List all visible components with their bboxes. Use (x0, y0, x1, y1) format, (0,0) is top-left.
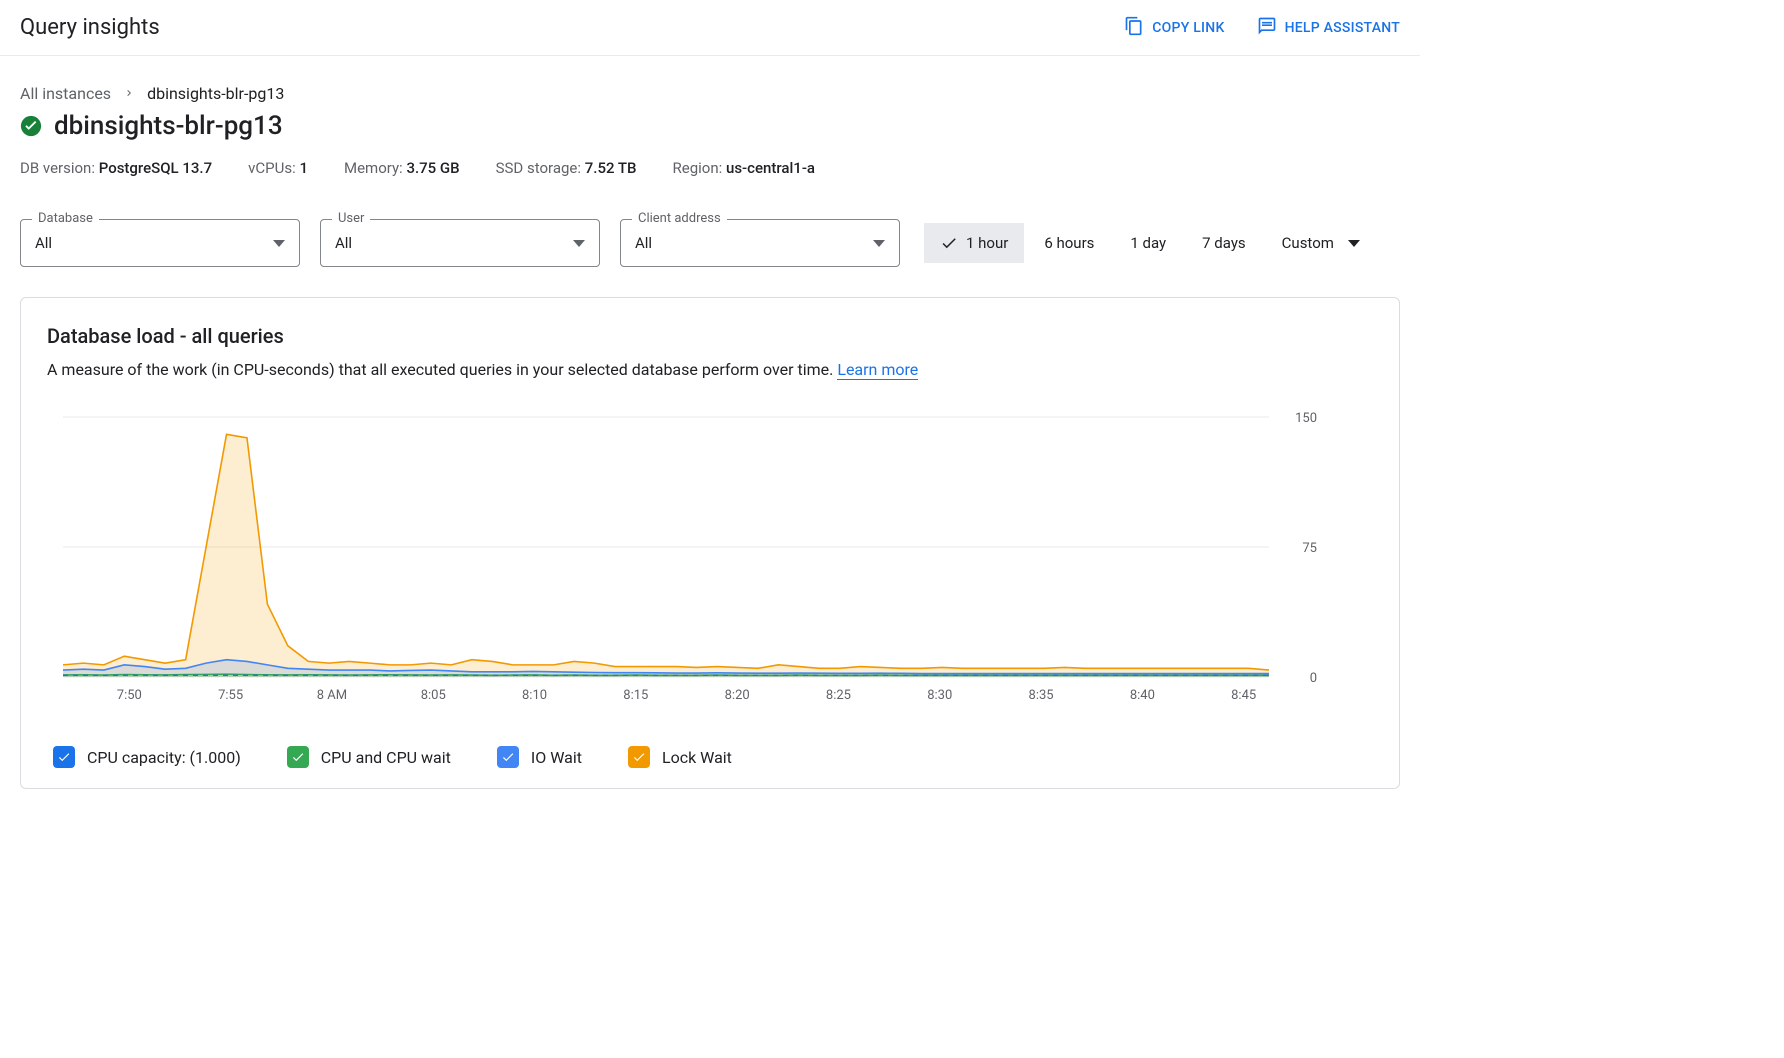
legend-item-lock_wait[interactable]: Lock Wait (628, 746, 732, 768)
meta-storage: SSD storage: 7.52 TB (496, 159, 637, 177)
chevron-right-icon (123, 84, 135, 103)
copy-link-button[interactable]: COPY LINK (1124, 16, 1224, 40)
header: Query insights COPY LINK HELP ASSISTANT (0, 0, 1420, 56)
legend-item-cpu_capacity[interactable]: CPU capacity: (1.000) (53, 746, 241, 768)
time-range-custom[interactable]: Custom (1266, 223, 1376, 263)
legend-swatch (497, 746, 519, 768)
instance-meta: DB version: PostgreSQL 13.7 vCPUs: 1 Mem… (20, 159, 1400, 177)
legend-item-io_wait[interactable]: IO Wait (497, 746, 582, 768)
page-title: Query insights (20, 15, 160, 40)
time-range-1day[interactable]: 1 day (1114, 223, 1182, 263)
user-select[interactable]: All (320, 219, 600, 267)
caret-down-icon (573, 240, 585, 247)
svg-text:7:55: 7:55 (218, 688, 243, 703)
svg-text:8:10: 8:10 (522, 688, 547, 703)
user-filter-label: User (332, 211, 370, 226)
database-filter: Database All (20, 219, 300, 267)
legend-item-cpu_wait[interactable]: CPU and CPU wait (287, 746, 451, 768)
card-subtitle: A measure of the work (in CPU-seconds) t… (47, 360, 1373, 379)
svg-text:8:35: 8:35 (1029, 688, 1054, 703)
svg-text:0: 0 (1310, 671, 1317, 686)
legend-label: Lock Wait (662, 748, 732, 767)
caret-down-icon (1348, 240, 1360, 247)
time-range-1hour[interactable]: 1 hour (924, 223, 1024, 263)
user-filter: User All (320, 219, 600, 267)
time-range-toggle: 1 hour 6 hours 1 day 7 days Custom (924, 223, 1376, 263)
legend-label: CPU and CPU wait (321, 748, 451, 767)
client-address-filter-label: Client address (632, 211, 727, 226)
caret-down-icon (273, 240, 285, 247)
meta-region: Region: us-central1-a (673, 159, 816, 177)
meta-db-version: DB version: PostgreSQL 13.7 (20, 159, 212, 177)
svg-text:8:45: 8:45 (1231, 688, 1256, 703)
help-assistant-icon (1257, 16, 1277, 40)
database-filter-label: Database (32, 211, 99, 226)
help-assistant-label: HELP ASSISTANT (1285, 20, 1400, 36)
filters-row: Database All User All Client address All (20, 219, 1400, 267)
time-range-6hours[interactable]: 6 hours (1028, 223, 1110, 263)
database-load-card: Database load - all queries A measure of… (20, 297, 1400, 789)
time-range-7days[interactable]: 7 days (1186, 223, 1262, 263)
client-address-select[interactable]: All (620, 219, 900, 267)
svg-text:8:20: 8:20 (725, 688, 750, 703)
copy-link-icon (1124, 16, 1144, 40)
svg-text:8:25: 8:25 (826, 688, 851, 703)
database-load-chart: 0 75 150 7:50 7:55 8 AM 8:05 8:10 8:15 8:20 8:25 8:… (47, 409, 1373, 718)
legend-label: CPU capacity: (1.000) (87, 748, 241, 767)
database-select[interactable]: All (20, 219, 300, 267)
svg-text:8:40: 8:40 (1130, 688, 1155, 703)
legend-swatch (287, 746, 309, 768)
svg-text:8:15: 8:15 (623, 688, 648, 703)
status-ok-icon (20, 115, 42, 137)
header-actions: COPY LINK HELP ASSISTANT (1124, 16, 1400, 40)
instance-name: dbinsights-blr-pg13 (54, 111, 283, 141)
meta-memory: Memory: 3.75 GB (344, 159, 460, 177)
check-icon (940, 234, 958, 252)
svg-text:150: 150 (1295, 411, 1317, 426)
chart-legend: CPU capacity: (1.000) CPU and CPU wait IO … (47, 746, 1373, 768)
legend-swatch (628, 746, 650, 768)
chart-svg: 0 75 150 7:50 7:55 8 AM 8:05 8:10 8:15 8:20 8:25 8:… (47, 409, 1327, 718)
svg-text:7:50: 7:50 (117, 688, 142, 703)
instance-header: dbinsights-blr-pg13 (20, 111, 1400, 141)
breadcrumb-current: dbinsights-blr-pg13 (147, 84, 284, 103)
svg-text:8 AM: 8 AM (317, 688, 347, 703)
svg-text:75: 75 (1302, 541, 1317, 556)
svg-text:8:30: 8:30 (927, 688, 952, 703)
legend-label: IO Wait (531, 748, 582, 767)
help-assistant-button[interactable]: HELP ASSISTANT (1257, 16, 1400, 40)
client-address-filter: Client address All (620, 219, 900, 267)
breadcrumb: All instances dbinsights-blr-pg13 (20, 84, 1400, 103)
breadcrumb-root[interactable]: All instances (20, 84, 111, 103)
copy-link-label: COPY LINK (1152, 20, 1224, 36)
svg-text:8:05: 8:05 (421, 688, 446, 703)
learn-more-link[interactable]: Learn more (837, 360, 918, 380)
legend-swatch (53, 746, 75, 768)
caret-down-icon (873, 240, 885, 247)
meta-vcpus: vCPUs: 1 (248, 159, 308, 177)
card-title: Database load - all queries (47, 324, 1373, 348)
